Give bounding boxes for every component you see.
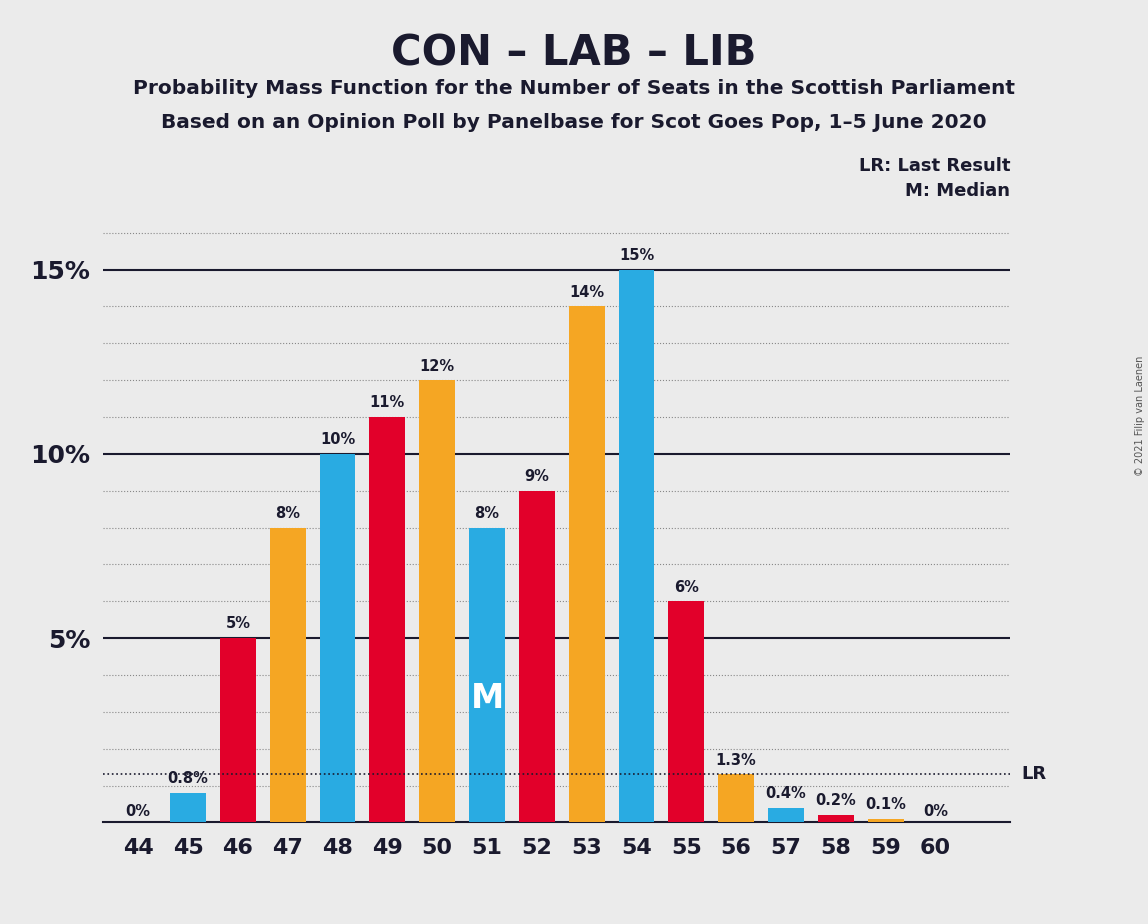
Text: M: Median: M: Median xyxy=(906,182,1010,201)
Bar xyxy=(319,454,356,822)
Bar xyxy=(170,793,205,822)
Text: 8%: 8% xyxy=(474,506,499,521)
Bar xyxy=(719,774,754,822)
Bar xyxy=(419,380,455,822)
Bar xyxy=(470,528,505,822)
Text: © 2021 Filip van Laenen: © 2021 Filip van Laenen xyxy=(1135,356,1145,476)
Text: 0.2%: 0.2% xyxy=(815,794,856,808)
Bar xyxy=(519,491,554,822)
Text: LR: Last Result: LR: Last Result xyxy=(859,157,1010,176)
Bar xyxy=(619,270,654,822)
Text: 15%: 15% xyxy=(619,248,654,263)
Text: 0.1%: 0.1% xyxy=(866,797,906,812)
Text: 0%: 0% xyxy=(125,804,150,819)
Text: 9%: 9% xyxy=(525,469,549,484)
Text: Probability Mass Function for the Number of Seats in the Scottish Parliament: Probability Mass Function for the Number… xyxy=(133,79,1015,98)
Text: 0.8%: 0.8% xyxy=(168,772,209,786)
Bar xyxy=(868,819,903,822)
Bar xyxy=(370,417,405,822)
Bar xyxy=(768,808,804,822)
Text: 0%: 0% xyxy=(923,804,948,819)
Text: 8%: 8% xyxy=(276,506,300,521)
Text: 6%: 6% xyxy=(674,579,699,595)
Text: Based on an Opinion Poll by Panelbase for Scot Goes Pop, 1–5 June 2020: Based on an Opinion Poll by Panelbase fo… xyxy=(161,113,987,132)
Text: LR: LR xyxy=(1021,765,1046,784)
Bar xyxy=(270,528,305,822)
Bar xyxy=(668,602,704,822)
Text: 10%: 10% xyxy=(320,432,355,447)
Text: M: M xyxy=(471,682,504,715)
Text: 11%: 11% xyxy=(370,395,405,410)
Text: 12%: 12% xyxy=(420,359,455,373)
Text: 14%: 14% xyxy=(569,285,604,299)
Bar xyxy=(220,638,256,822)
Bar xyxy=(817,815,854,822)
Text: 5%: 5% xyxy=(225,616,250,631)
Text: CON – LAB – LIB: CON – LAB – LIB xyxy=(391,32,757,74)
Bar xyxy=(568,307,605,822)
Text: 0.4%: 0.4% xyxy=(766,786,806,801)
Text: 1.3%: 1.3% xyxy=(716,753,757,768)
